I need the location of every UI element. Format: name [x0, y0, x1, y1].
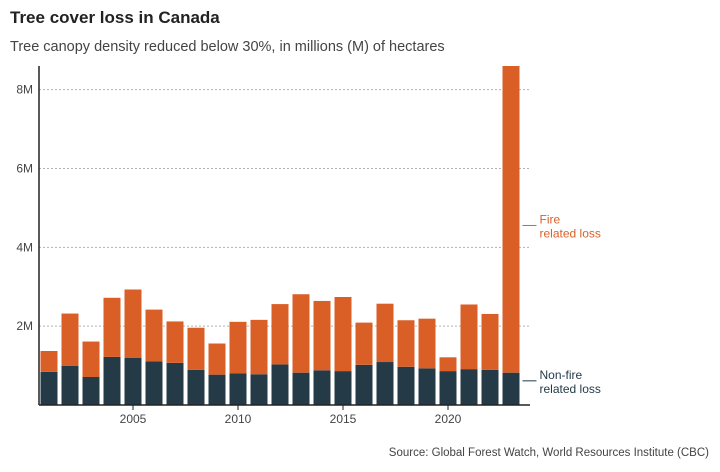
- bar-fire-2003: [82, 341, 100, 378]
- bar-non-fire-2019: [418, 368, 436, 405]
- bar-fire-2023: [502, 66, 520, 373]
- bar-fire-2012: [271, 304, 289, 365]
- bar-non-fire-2009: [208, 374, 226, 405]
- bar-fire-2014: [313, 300, 331, 371]
- bar-fire-2016: [355, 322, 373, 365]
- bar-non-fire-2016: [355, 364, 373, 405]
- y-tick-label-8: 8M: [16, 83, 33, 97]
- bar-non-fire-2005: [124, 357, 142, 405]
- bar-non-fire-2011: [250, 374, 268, 405]
- bar-fire-2011: [250, 319, 268, 375]
- bar-non-fire-2021: [460, 369, 478, 405]
- bar-fire-2017: [376, 303, 394, 363]
- y-tick-label-4: 4M: [16, 240, 33, 254]
- bar-non-fire-2006: [145, 361, 163, 405]
- bar-fire-2020: [439, 357, 457, 372]
- bar-non-fire-2023: [502, 372, 520, 405]
- bar-fire-2001: [40, 350, 58, 372]
- bar-fire-2002: [61, 313, 79, 366]
- source-note: Source: Global Forest Watch, World Resou…: [388, 447, 709, 459]
- bar-non-fire-2015: [334, 371, 352, 405]
- series-label-non-fire-line-1: Non-fire: [540, 368, 583, 382]
- x-tick-label-2020: 2020: [435, 412, 462, 426]
- bars: [40, 66, 520, 405]
- x-axis-ticks: 2005 2010 2015 2020: [120, 405, 462, 426]
- bar-non-fire-2010: [229, 373, 247, 405]
- y-axis-ticks: 2M 4M 6M 8M: [16, 83, 33, 334]
- bar-fire-2021: [460, 304, 478, 370]
- bar-non-fire-2008: [187, 369, 205, 405]
- bar-fire-2013: [292, 294, 310, 373]
- grid-lines: [39, 89, 530, 327]
- bar-non-fire-2013: [292, 372, 310, 405]
- bar-fire-2015: [334, 296, 352, 372]
- bar-non-fire-2012: [271, 364, 289, 405]
- chart-title: Tree cover loss in Canada: [10, 8, 220, 27]
- series-label-fire-line-2: related loss: [540, 226, 601, 240]
- bar-fire-2005: [124, 289, 142, 358]
- bar-non-fire-2001: [40, 371, 58, 405]
- x-tick-label-2010: 2010: [225, 412, 252, 426]
- bar-non-fire-2004: [103, 356, 121, 405]
- series-label-non-fire-line-2: related loss: [540, 382, 601, 396]
- bar-non-fire-2007: [166, 362, 184, 405]
- bar-non-fire-2018: [397, 366, 415, 405]
- bar-fire-2004: [103, 297, 121, 357]
- series-label-fire-line-1: Fire: [540, 212, 561, 226]
- x-tick-label-2015: 2015: [330, 412, 357, 426]
- bar-non-fire-2002: [61, 365, 79, 405]
- x-tick-label-2005: 2005: [120, 412, 147, 426]
- bar-fire-2008: [187, 327, 205, 370]
- bar-fire-2010: [229, 321, 247, 374]
- bar-non-fire-2003: [82, 377, 100, 405]
- bar-fire-2006: [145, 309, 163, 362]
- bar-fire-2019: [418, 318, 436, 369]
- bar-fire-2009: [208, 343, 226, 375]
- y-tick-label-6: 6M: [16, 161, 33, 175]
- bar-fire-2022: [481, 313, 499, 370]
- bar-non-fire-2017: [376, 362, 394, 405]
- bar-fire-2018: [397, 320, 415, 367]
- bar-non-fire-2014: [313, 370, 331, 405]
- bar-non-fire-2020: [439, 371, 457, 405]
- bar-non-fire-2022: [481, 369, 499, 405]
- bar-fire-2007: [166, 321, 184, 363]
- chart-subtitle: Tree canopy density reduced below 30%, i…: [10, 39, 445, 55]
- y-tick-label-2: 2M: [16, 319, 33, 333]
